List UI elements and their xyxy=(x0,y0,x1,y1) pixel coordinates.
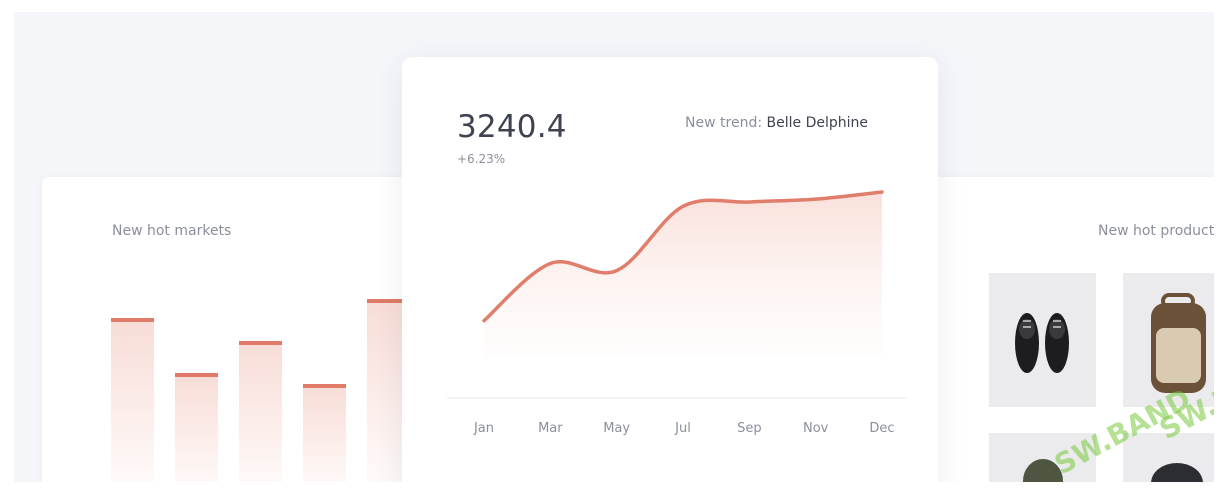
trend-label: New trend: xyxy=(685,115,763,131)
bag-icon xyxy=(1023,459,1063,482)
x-tick-label: May xyxy=(603,421,630,436)
market-bar[interactable] xyxy=(303,384,346,482)
product-image-backpack[interactable] xyxy=(1123,273,1214,407)
market-bar-cap xyxy=(239,341,282,345)
market-bar[interactable] xyxy=(175,373,218,482)
product-image-shoes[interactable] xyxy=(989,273,1096,407)
x-tick-label: Jul xyxy=(674,421,691,436)
shoes-icon xyxy=(1015,313,1069,373)
product-image-bag[interactable] xyxy=(989,433,1096,482)
trend-change: +6.23% xyxy=(457,152,506,166)
hot-markets-card: New hot markets xyxy=(42,177,462,482)
trend-heading: New trend: Belle Delphine xyxy=(685,115,868,131)
market-bar[interactable] xyxy=(239,341,282,482)
trend-value: 3240.4 xyxy=(457,109,567,145)
market-bar[interactable] xyxy=(111,318,154,482)
product-image-jacket[interactable] xyxy=(1123,433,1214,482)
x-tick-label: Mar xyxy=(538,421,563,436)
x-tick-label: Jan xyxy=(473,421,494,436)
trend-chart: Jan Mar May Jul Sep Nov Dec xyxy=(447,190,907,436)
screenshot-frame: New hot markets New hot products xyxy=(14,12,1214,482)
x-tick-label: Nov xyxy=(803,421,829,436)
jacket-icon xyxy=(1151,463,1203,482)
trend-line[interactable] xyxy=(482,190,884,323)
market-bar-cap xyxy=(175,373,218,377)
trend-area xyxy=(484,192,882,357)
trend-card: 3240.4 +6.23% New trend: Belle Delphine … xyxy=(402,57,938,482)
hot-markets-title: New hot markets xyxy=(112,223,232,239)
x-tick-label: Dec xyxy=(869,421,894,436)
market-bar-cap xyxy=(111,318,154,322)
backpack-icon xyxy=(1151,293,1206,393)
market-bar-cap xyxy=(367,299,410,303)
trend-name[interactable]: Belle Delphine xyxy=(766,115,868,131)
x-tick-label: Sep xyxy=(737,421,762,436)
market-bar-cap xyxy=(303,384,346,388)
hot-products-title: New hot products xyxy=(1098,223,1214,239)
